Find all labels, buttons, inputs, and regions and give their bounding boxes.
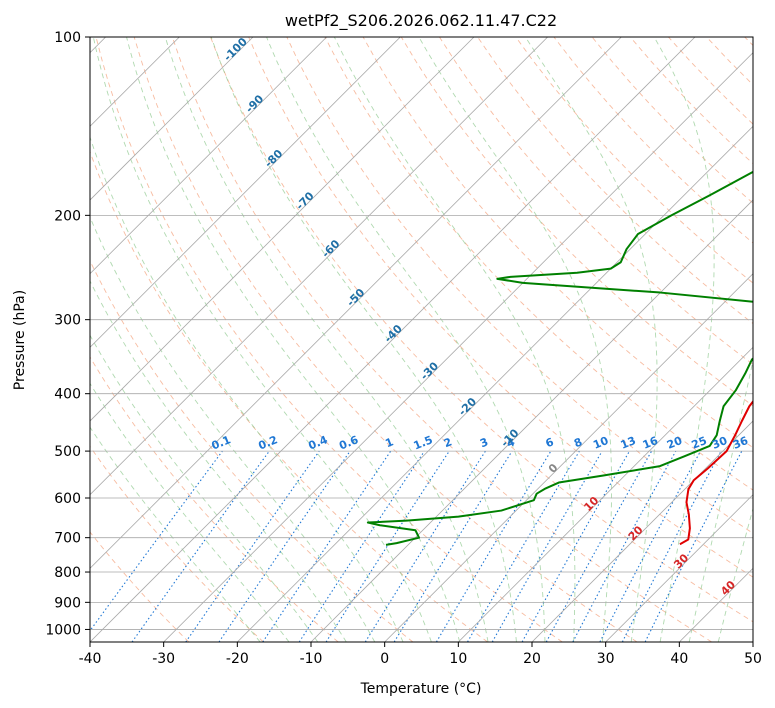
mixing-ratio-line xyxy=(262,450,392,642)
mixing-ratio-lines xyxy=(90,450,743,642)
mixing-ratio-line xyxy=(90,450,223,632)
moist-adiabat xyxy=(210,37,517,642)
moist-adiabat xyxy=(333,37,576,642)
moist-adiabat xyxy=(90,216,376,642)
mixing-ratio-line xyxy=(393,450,513,642)
moist-adiabat xyxy=(266,37,546,642)
x-tick-label: -40 xyxy=(79,651,102,667)
dry-adiabat xyxy=(90,531,190,642)
x-tick-label: -30 xyxy=(152,651,175,667)
mixing-ratio-label: 30 xyxy=(710,434,729,452)
dry-adiabat xyxy=(90,445,264,642)
axes: -40 -30 -20 -10 0 10 20 30 40 50 100 200 300 400 500 60… xyxy=(45,30,762,667)
plot-frame xyxy=(89,36,754,643)
mixing-ratio-line xyxy=(298,450,425,642)
isotherm-lines xyxy=(90,37,753,642)
dry-adiabat xyxy=(248,37,753,578)
moist-adiabat xyxy=(90,135,404,642)
isotherm-line xyxy=(90,37,696,642)
moist-adiabat xyxy=(126,37,461,642)
mixing-ratio-line xyxy=(218,450,351,642)
isotherm-line xyxy=(310,199,753,642)
y-tick-label: 300 xyxy=(54,313,81,329)
x-tick-label: 30 xyxy=(597,651,615,667)
moist-adiabat xyxy=(92,37,432,642)
plot-area: 0.1 0.2 0.4 0.6 1 1.5 2 3 4 6 8 10 13 16 20 25 30 36-100-… xyxy=(90,37,753,642)
mixing-ratio-label: 20 xyxy=(665,434,684,452)
mixing-ratio-line xyxy=(185,450,320,642)
isotherm-line xyxy=(384,273,753,642)
mixing-ratio-line xyxy=(521,450,630,642)
moist-adiabat xyxy=(418,37,613,642)
x-tick-label: 40 xyxy=(670,651,688,667)
mixing-ratio-label: 10 xyxy=(591,434,610,452)
mixing-ratio-line xyxy=(545,450,653,642)
isotherm-line xyxy=(90,37,327,275)
isotherm-line xyxy=(458,346,753,642)
y-tick-label: 200 xyxy=(54,208,81,224)
temperature-series xyxy=(679,399,753,546)
mixing-ratio-label: 16 xyxy=(641,434,660,452)
y-tick-label: 800 xyxy=(54,565,81,581)
moist-adiabat xyxy=(90,426,261,642)
x-tick-label: 50 xyxy=(744,651,762,667)
dry-adiabat xyxy=(90,356,339,642)
dry-adiabat xyxy=(439,37,753,365)
moist-adiabat xyxy=(164,37,489,642)
isotherm-line xyxy=(90,37,622,569)
isotherm-line xyxy=(90,37,548,496)
moist-adiabats xyxy=(90,37,753,642)
chart-title: wetPf2_S206.2026.062.11.47.C22 xyxy=(285,11,557,31)
x-axis-title: Temperature (°C) xyxy=(360,681,482,697)
moist-adiabat xyxy=(524,37,658,642)
mixing-ratio-label: 13 xyxy=(619,434,638,452)
x-tick-label: 0 xyxy=(380,651,389,667)
y-tick-label: 1000 xyxy=(45,622,81,638)
moist-adiabat xyxy=(90,382,290,642)
y-tick-label: 100 xyxy=(54,30,81,46)
y-tick-label: 600 xyxy=(54,491,81,507)
y-axis-title: Pressure (hPa) xyxy=(12,290,28,390)
dry-adiabat xyxy=(95,37,563,642)
isotherm-line xyxy=(163,52,753,642)
mixing-ratio-line xyxy=(572,450,677,642)
moist-adiabat xyxy=(90,334,319,642)
dry-adiabat xyxy=(400,37,753,407)
isotherm-line xyxy=(605,494,753,642)
profile-series xyxy=(366,170,753,546)
line-labels: 0.1 0.2 0.4 0.6 1 1.5 2 3 4 6 8 10 13 16 20 25 30 36-100-… xyxy=(210,37,751,598)
dry-adiabat xyxy=(171,37,712,642)
dry-adiabat xyxy=(90,150,488,642)
mixing-ratio-line xyxy=(131,450,270,642)
x-tick-label: -20 xyxy=(226,651,249,667)
x-tick-label: 10 xyxy=(449,651,467,667)
y-tick-label: 700 xyxy=(54,531,81,547)
y-tick-label: 400 xyxy=(54,387,81,403)
x-tick-label: 20 xyxy=(523,651,541,667)
y-tick-label: 500 xyxy=(54,444,81,460)
mixing-ratio-label: 2 xyxy=(442,435,454,450)
isotherm-line xyxy=(237,125,753,642)
isotherm-line xyxy=(90,37,475,422)
mixing-ratio-label: 25 xyxy=(690,434,709,452)
y-tick-label: 900 xyxy=(54,595,81,611)
mixing-ratio-line xyxy=(644,450,743,642)
mixing-ratio-label: 3 xyxy=(478,435,490,450)
dewpoint-series xyxy=(366,170,753,546)
dry-adiabat xyxy=(515,37,753,284)
isotherm-line xyxy=(531,420,753,642)
isotherm-line xyxy=(90,37,254,201)
x-tick-label: -10 xyxy=(300,651,323,667)
isotherm-line xyxy=(90,37,401,348)
dry-adiabat xyxy=(210,37,753,623)
mixing-ratio-label: 36 xyxy=(731,434,750,452)
pressure-gridlines xyxy=(90,37,753,630)
mixing-ratio-label: 1 xyxy=(383,435,395,450)
mixing-ratio-line xyxy=(325,450,450,642)
mixing-ratio-label: 8 xyxy=(572,435,584,450)
